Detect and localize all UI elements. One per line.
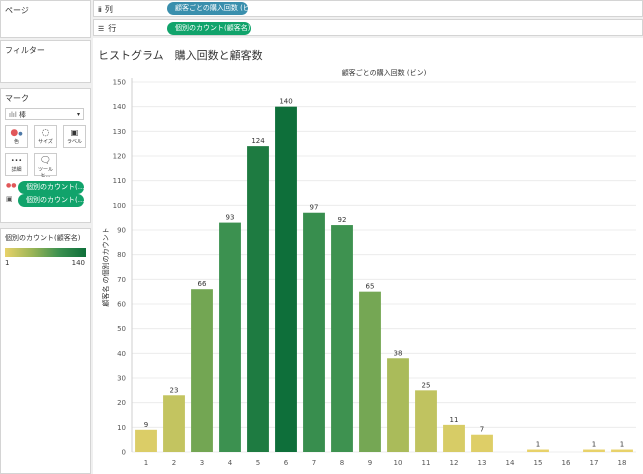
filters-panel[interactable]: フィルター	[0, 40, 91, 83]
rows-icon: ☰	[98, 24, 105, 33]
color-shelf-icon: ●●	[6, 182, 17, 189]
tooltip-button[interactable]: 🗨 ツールヒ...	[34, 153, 57, 179]
legend-gradient	[5, 248, 86, 257]
legend-max: 140	[71, 259, 85, 267]
size-icon: ◌	[41, 128, 50, 138]
rows-label: 行	[108, 24, 117, 33]
marks-label-pill[interactable]: 個別のカウント(...	[18, 194, 84, 207]
chevron-down-icon: ▾	[76, 111, 80, 118]
marks-title: マーク	[5, 94, 29, 103]
label-button[interactable]: ▣ ラベル	[63, 125, 86, 148]
tooltip-button-label: ツールヒ...	[37, 167, 53, 179]
pages-title: ページ	[5, 6, 29, 15]
bar-chart-icon: ılıl	[9, 111, 17, 119]
columns-pill[interactable]: 顧客ごとの購入回数 (ビ...	[167, 2, 248, 15]
columns-shelf[interactable]: iii 列 顧客ごとの購入回数 (ビ...	[93, 0, 643, 17]
legend-title: 個別のカウント(顧客名)	[5, 234, 81, 242]
marks-color-pill[interactable]: 個別のカウント(...	[18, 181, 84, 194]
color-dots-icon: ●●	[10, 128, 23, 138]
filters-title: フィルター	[5, 46, 45, 55]
label-shelf-icon: ▣	[6, 195, 13, 203]
marks-panel: マーク ılıl 棒 ▾ ●● 色 ◌ サイズ ▣ ラベル ∙∙∙ 詳細 🗨 ツ…	[0, 88, 91, 223]
detail-button[interactable]: ∙∙∙ 詳細	[5, 153, 28, 176]
columns-label: 列	[104, 5, 113, 14]
rows-pill[interactable]: 個別のカウント(顧客名)	[167, 22, 251, 35]
tooltip-icon: 🗨	[39, 156, 52, 166]
columns-icon: iii	[98, 5, 102, 14]
detail-dots-icon: ∙∙∙	[10, 157, 23, 164]
view-panel	[93, 38, 643, 474]
label-icon: ▣	[70, 128, 79, 137]
size-button-label: サイズ	[38, 139, 53, 145]
color-button-label: 色	[13, 139, 19, 145]
columns-shelf-label-wrap: iii 列	[98, 4, 113, 15]
detail-button-label: 詳細	[11, 167, 22, 173]
pages-panel[interactable]: ページ	[0, 0, 91, 38]
rows-shelf[interactable]: ☰ 行 個別のカウント(顧客名)	[93, 19, 643, 36]
color-button[interactable]: ●● 色	[5, 125, 28, 148]
label-button-label: ラベル	[66, 139, 82, 145]
mark-type-label: 棒	[19, 111, 27, 119]
mark-type-dropdown[interactable]: ılıl 棒 ▾	[5, 108, 84, 120]
legend-panel: 個別のカウント(顧客名) 1 140	[0, 228, 91, 474]
size-button[interactable]: ◌ サイズ	[34, 125, 57, 148]
legend-min: 1	[5, 259, 10, 267]
rows-shelf-label-wrap: ☰ 行	[98, 23, 116, 34]
sheet-title: ヒストグラム 購入回数と顧客数	[98, 49, 263, 62]
